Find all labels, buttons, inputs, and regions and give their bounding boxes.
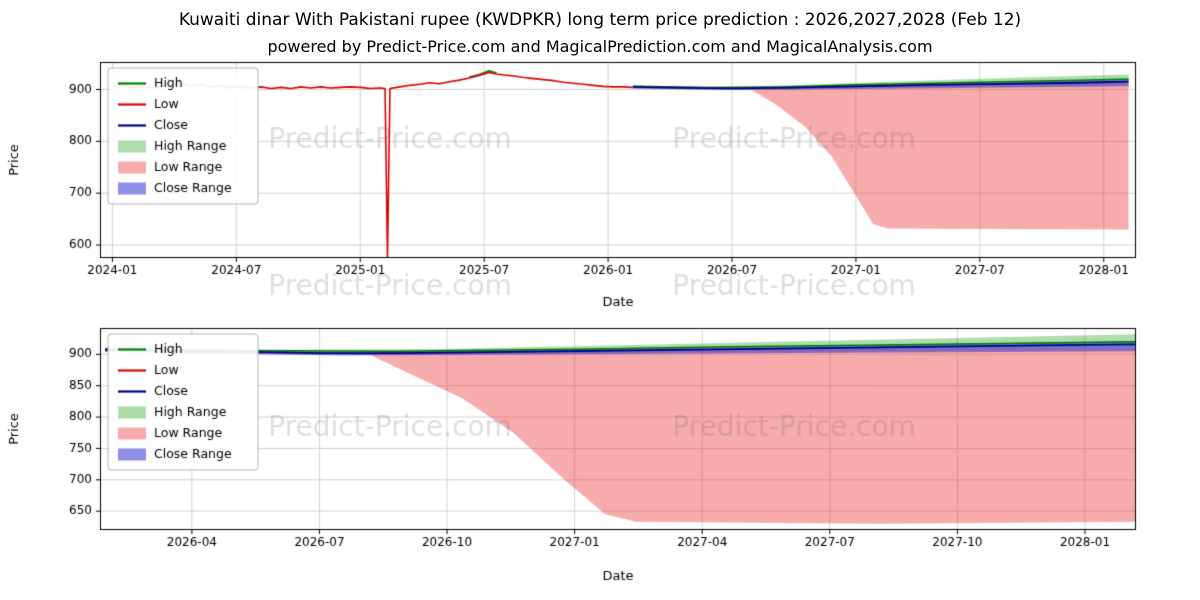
price-history-and-forecast-chart [0,56,1200,312]
chart-subtitle: powered by Predict-Price.com and Magical… [267,37,933,56]
chart-title: Kuwaiti dinar With Pakistani rupee (KWDP… [178,10,1022,30]
forecast-zoom-chart [0,318,1200,586]
